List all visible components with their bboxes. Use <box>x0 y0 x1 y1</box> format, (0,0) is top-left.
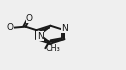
Text: N: N <box>62 24 68 33</box>
Text: N: N <box>37 32 44 41</box>
Text: CH₃: CH₃ <box>46 44 61 53</box>
Text: O: O <box>6 23 13 32</box>
Text: O: O <box>26 14 33 23</box>
